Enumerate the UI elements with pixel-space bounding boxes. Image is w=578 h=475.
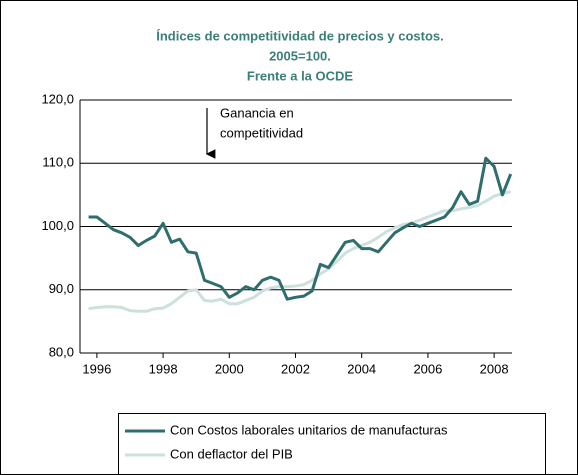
chart-title: 2005=100. xyxy=(269,48,331,63)
y-tick-label: 110,0 xyxy=(42,155,74,170)
chart-title: Frente a la OCDE xyxy=(247,68,354,83)
x-tick-label: 2004 xyxy=(347,361,376,376)
series-line xyxy=(88,156,513,301)
legend-label: Con deflactor del PIB xyxy=(170,446,293,461)
x-tick-label: 2006 xyxy=(413,361,442,376)
x-tick-label: 2008 xyxy=(480,361,509,376)
x-tick-label: 2000 xyxy=(215,361,244,376)
chart-title: Índices de competitividad de precios y c… xyxy=(156,28,444,43)
annotation: competitividad xyxy=(220,125,303,140)
legend-label: Con Costos laborales unitarios de manufa… xyxy=(170,422,448,437)
x-tick-label: 1998 xyxy=(149,361,178,376)
annotation: Ganancia en xyxy=(220,105,294,120)
y-tick-label: 80,0 xyxy=(49,344,74,359)
y-tick-label: 100,0 xyxy=(41,218,74,233)
legend xyxy=(118,413,546,475)
y-tick-label: 120,0 xyxy=(41,91,74,106)
series-line xyxy=(88,190,512,313)
x-tick-label: 2002 xyxy=(281,361,310,376)
x-tick-label: 1996 xyxy=(82,361,111,376)
y-tick-label: 90,0 xyxy=(49,281,74,296)
